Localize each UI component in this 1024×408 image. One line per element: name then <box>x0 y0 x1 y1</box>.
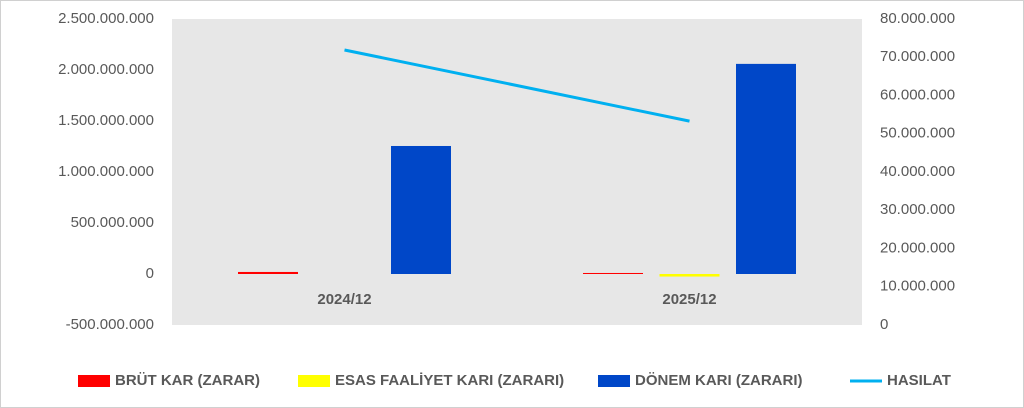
legend-swatch <box>78 375 110 387</box>
legend-swatch <box>598 375 630 387</box>
legend-label: BRÜT KAR (ZARAR) <box>115 372 260 389</box>
y2-tick-label: 0 <box>880 316 888 333</box>
y2-tick-label: 20.000.000 <box>880 239 955 256</box>
legend-label: HASILAT <box>887 372 951 389</box>
bar <box>238 271 298 274</box>
bar <box>583 272 643 274</box>
bar <box>391 145 451 274</box>
y2-tick-label: 30.000.000 <box>880 201 955 218</box>
y-tick-label: -500.000.000 <box>66 316 154 333</box>
y-tick-label: 1.500.000.000 <box>58 112 154 129</box>
y-tick-label: 2.500.000.000 <box>58 10 154 27</box>
y-tick-label: 1.000.000.000 <box>58 163 154 180</box>
y-tick-label: 0 <box>146 265 154 282</box>
x-tick-label: 2024/12 <box>317 291 371 308</box>
y-tick-label: 500.000.000 <box>71 214 154 231</box>
x-tick-label: 2025/12 <box>662 291 716 308</box>
y-tick-label: 2.000.000.000 <box>58 61 154 78</box>
y2-tick-label: 70.000.000 <box>880 48 955 65</box>
y2-tick-label: 40.000.000 <box>880 163 955 180</box>
y2-tick-label: 10.000.000 <box>880 278 955 295</box>
legend-swatch <box>298 375 330 387</box>
y2-tick-label: 80.000.000 <box>880 10 955 27</box>
line <box>344 48 690 123</box>
bar <box>736 63 796 274</box>
y2-tick-label: 60.000.000 <box>880 86 955 103</box>
legend-label: DÖNEM KARI (ZARARI) <box>635 372 802 389</box>
y2-tick-label: 50.000.000 <box>880 125 955 142</box>
bar <box>659 274 720 277</box>
legend-label: ESAS FAALİYET KARI (ZARARI) <box>335 372 564 389</box>
